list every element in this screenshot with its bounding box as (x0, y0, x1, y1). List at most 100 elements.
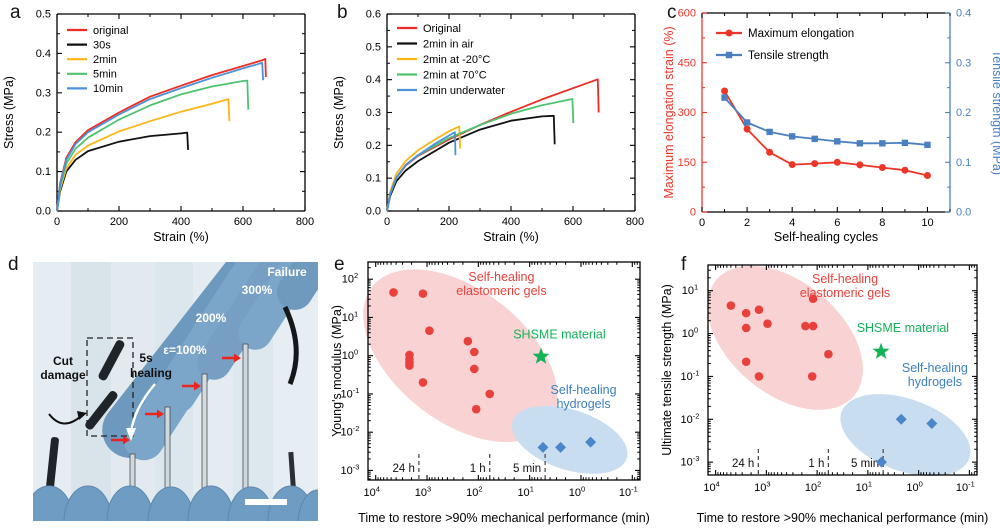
svg-text:100: 100 (906, 480, 922, 495)
svg-text:10-3: 10-3 (341, 462, 360, 477)
svg-text:102: 102 (342, 271, 358, 286)
svg-text:Tensile strength (MPa): Tensile strength (MPa) (990, 50, 1000, 175)
panel-e: e 104 103 102 101 100 10-1 102 101 100 10-1 10-2 10… (330, 250, 670, 529)
svg-text:0.5: 0.5 (36, 9, 51, 21)
svg-text:0.6: 0.6 (366, 9, 381, 21)
svg-text:0: 0 (690, 207, 696, 219)
svg-text:elastomeric gels: elastomeric gels (456, 284, 546, 298)
svg-text:SHSME material: SHSME material (513, 327, 605, 341)
plot-c: 0 2 4 6 8 10 0 150 300 450 600 0.0 0.1 0.2 0.3 0.4 Tensi… (662, 8, 1000, 245)
svg-text:0.3: 0.3 (956, 57, 971, 69)
svg-text:10-1: 10-1 (956, 480, 975, 495)
svg-text:6: 6 (834, 217, 840, 229)
svg-text:0.1: 0.1 (36, 166, 51, 178)
strain-300-label: 300% (242, 283, 273, 297)
healing-arrowhead (126, 428, 136, 441)
svg-text:Self-healing cycles: Self-healing cycles (774, 230, 878, 244)
svg-text:Self-healing: Self-healing (812, 272, 878, 286)
svg-text:400: 400 (172, 216, 190, 228)
svg-text:Maximum elongation: Maximum elongation (748, 28, 854, 40)
svg-text:0.3: 0.3 (36, 87, 51, 99)
healing-label-1: 5s (139, 351, 153, 365)
svg-text:0.2: 0.2 (36, 127, 51, 139)
svg-text:100: 100 (569, 485, 585, 500)
strain-100-label: ε=100% (163, 343, 207, 357)
svg-text:4: 4 (789, 217, 795, 229)
svg-text:24 h: 24 h (732, 458, 754, 470)
cut-pieces-box (86, 337, 134, 437)
cut-arrowhead (77, 411, 87, 420)
svg-text:101: 101 (856, 480, 872, 495)
svg-text:102: 102 (805, 480, 821, 495)
chart-stress-strain-healing-time: 0 200 400 600 800 0.0 0.1 0.2 0.3 0.4 0.5 Strain (%… (2, 9, 314, 245)
svg-text:102: 102 (466, 485, 482, 500)
svg-text:Original: Original (423, 23, 461, 35)
panel-a-label: a (10, 2, 21, 23)
svg-text:0: 0 (699, 217, 705, 229)
svg-text:0.5: 0.5 (366, 41, 381, 53)
cut-damage-label-2: damage (40, 368, 86, 382)
svg-text:0.3: 0.3 (366, 107, 381, 119)
svg-text:104: 104 (363, 485, 379, 500)
gloved-fingers-bottom (33, 485, 318, 521)
svg-text:0.0: 0.0 (366, 206, 381, 218)
svg-text:10min: 10min (93, 83, 123, 95)
svg-text:Maximum elongation strain (%): Maximum elongation strain (%) (662, 26, 676, 198)
svg-text:2min underwater: 2min underwater (423, 85, 505, 97)
svg-text:10: 10 (921, 217, 933, 229)
svg-text:200: 200 (440, 216, 458, 228)
svg-text:8: 8 (879, 217, 885, 229)
svg-text:hydrogels: hydrogels (556, 397, 610, 411)
svg-text:0.1: 0.1 (956, 157, 971, 169)
svg-text:10-2: 10-2 (341, 424, 360, 439)
svg-text:2: 2 (744, 217, 750, 229)
panel-b-label: b (337, 2, 348, 23)
svg-text:1 h: 1 h (808, 458, 824, 470)
photo-labels: Cut damage 5s healing ε=100% 200% 300% F… (40, 265, 307, 382)
svg-text:Time to restore >90% mechanica: Time to restore >90% mechanical performa… (358, 511, 650, 525)
svg-text:Time to restore >90% mechanica: Time to restore >90% mechanical performa… (697, 511, 989, 525)
panel-f-label: f (681, 254, 687, 275)
svg-text:2min: 2min (93, 54, 117, 66)
svg-text:800: 800 (296, 216, 314, 228)
svg-text:300: 300 (678, 107, 696, 119)
svg-text:0.0: 0.0 (36, 206, 51, 218)
svg-text:Stress (MPa): Stress (MPa) (332, 76, 346, 149)
panel-b: b 0 200 400 600 800 0.0 0.1 0.2 0.3 0.4 0.5 0.6 Stra… (330, 0, 660, 250)
panel-a: a 0 200 400 600 800 0.0 0.1 0.2 0.3 0.4 0.5 Strain … (0, 0, 330, 250)
svg-text:0.1: 0.1 (366, 173, 381, 185)
svg-text:1 h: 1 h (470, 463, 486, 475)
chart-self-healing-cycles: 0 2 4 6 8 10 0 150 300 450 600 0.0 0.1 0.2 0.3 0.4 Tensi… (662, 8, 1000, 245)
svg-text:5 min: 5 min (851, 458, 879, 470)
svg-text:5min: 5min (93, 69, 117, 81)
svg-text:200: 200 (110, 216, 128, 228)
svg-text:5 min: 5 min (513, 463, 541, 475)
svg-text:Tensile strength: Tensile strength (748, 50, 829, 62)
svg-text:101: 101 (517, 485, 533, 500)
strain-200-label: 200% (196, 311, 227, 325)
svg-text:Stress (MPa): Stress (MPa) (2, 76, 16, 149)
svg-text:Self-healing: Self-healing (468, 270, 534, 284)
svg-text:800: 800 (626, 216, 644, 228)
svg-text:400: 400 (502, 216, 520, 228)
healed-junction-arrows (111, 353, 241, 445)
photo-healing-demo: Cut damage 5s healing ε=100% 200% 300% F… (33, 262, 318, 521)
chart-youngs-modulus-vs-time: 104 103 102 101 100 10-1 102 101 100 10-1 10-2 10-3… (330, 261, 650, 525)
panel-d-label: d (8, 254, 19, 275)
svg-text:hydrogels: hydrogels (908, 375, 962, 389)
plot-b: 0 200 400 600 800 0.0 0.1 0.2 0.3 0.4 0.5 0.6 Strain… (332, 9, 644, 245)
svg-text:150: 150 (678, 157, 696, 169)
svg-text:600: 600 (564, 216, 582, 228)
svg-text:0.2: 0.2 (956, 107, 971, 119)
svg-text:10-2: 10-2 (681, 411, 700, 426)
svg-text:101: 101 (342, 309, 358, 324)
svg-text:2min at 70°C: 2min at 70°C (423, 69, 487, 81)
svg-text:Self-healing: Self-healing (902, 361, 968, 375)
svg-text:100: 100 (682, 326, 698, 341)
svg-text:101: 101 (682, 283, 698, 298)
failure-label: Failure (267, 265, 307, 279)
svg-text:0.4: 0.4 (956, 8, 971, 20)
svg-text:10-1: 10-1 (681, 368, 700, 383)
panel-d: d (0, 250, 330, 529)
